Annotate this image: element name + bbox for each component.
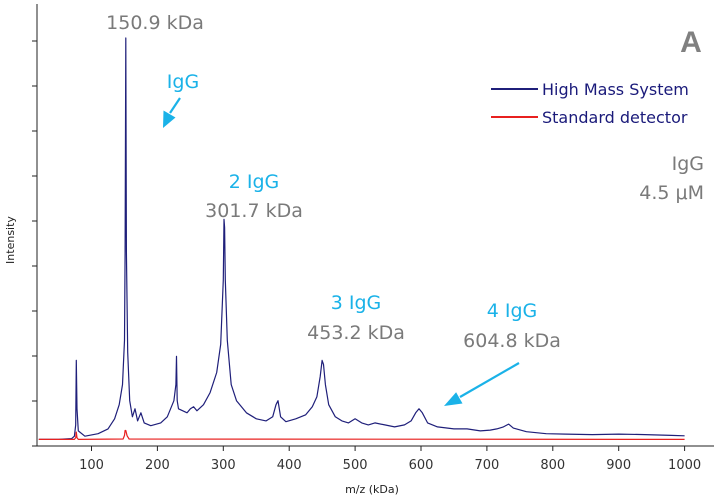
x-tick-label: 600: [409, 458, 434, 473]
annotation-concentration: 4.5 μM: [639, 182, 704, 204]
annotation-igg-sample: IgG: [672, 153, 704, 175]
legend-label-high-mass-system: High Mass System: [542, 80, 689, 99]
x-tick-label: 500: [343, 458, 368, 473]
annotation-150-kda: 150.9 kDa: [106, 12, 204, 34]
series-line-standard-detector: [38, 429, 685, 440]
x-tick-label: 800: [540, 458, 565, 473]
x-axis-ticks: 100 200 300 400 500 600 700 800 900 1000: [79, 446, 701, 473]
y-axis-title: Intensity: [4, 216, 17, 264]
annotation-3-igg: 3 IgG: [331, 292, 382, 314]
x-tick-label: 100: [79, 458, 104, 473]
y-axis-ticks: [32, 40, 37, 447]
arrow-icon-igg: [163, 97, 181, 128]
annotation-604-kda: 604.8 kDa: [463, 330, 561, 352]
x-axis-title: m/z (kDa): [345, 483, 399, 496]
x-tick-label: 1000: [668, 458, 701, 473]
x-tick-label: 300: [211, 458, 236, 473]
arrow-icon-4-igg: [444, 362, 520, 406]
x-tick-label: 400: [277, 458, 302, 473]
legend-label-standard-detector: Standard detector: [542, 108, 688, 127]
x-tick-label: 700: [474, 458, 499, 473]
legend: High Mass System Standard detector: [491, 80, 689, 127]
x-tick-label: 900: [606, 458, 631, 473]
panel-label: A: [680, 26, 702, 59]
annotation-4-igg: 4 IgG: [487, 300, 538, 322]
annotation-453-kda: 453.2 kDa: [307, 322, 405, 344]
annotation-2-igg: 2 IgG: [229, 171, 280, 193]
annotation-301-kda: 301.7 kDa: [205, 200, 303, 222]
x-tick-label: 200: [145, 458, 170, 473]
annotation-igg-label: IgG: [167, 71, 199, 93]
series-line-high-mass-system: [38, 37, 685, 440]
